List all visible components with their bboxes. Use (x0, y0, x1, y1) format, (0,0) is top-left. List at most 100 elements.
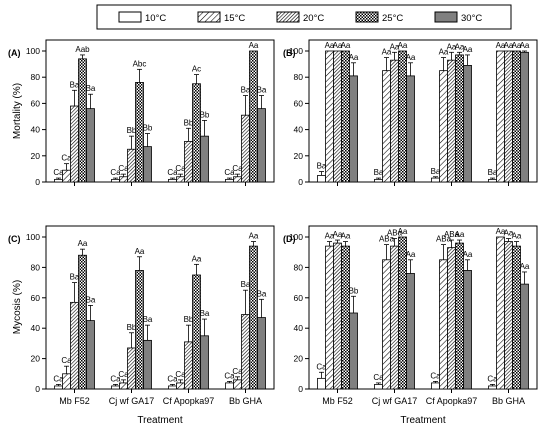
bar-annotation: Aa (463, 250, 473, 259)
bar-annotation: Ba (241, 280, 251, 289)
y-tick-label: 20 (294, 354, 304, 364)
y-tick-label: 100 (26, 232, 40, 242)
bar (341, 50, 350, 183)
bar-annotation: Ca (110, 168, 121, 177)
bar-annotation: Ba (200, 309, 210, 318)
bar (390, 59, 399, 183)
bar-annotation: Ca (53, 374, 64, 383)
bar (127, 347, 136, 390)
y-tick-label: 80 (294, 262, 304, 272)
bar-annotation: Ca (224, 371, 235, 380)
panel-b: (B) 020406080100BaAaAaAaAaBaAaAaAaAaBaAa… (283, 39, 538, 187)
bar (168, 178, 177, 183)
bar-annotation: Ca (175, 370, 186, 379)
bar-annotation: Bb (184, 118, 194, 127)
bar (390, 245, 399, 390)
y-tick-label: 100 (26, 46, 40, 56)
bar-annotation: Aa (341, 41, 351, 50)
bar-annotation: Aa (455, 230, 465, 239)
legend-swatch-10c (118, 11, 142, 23)
bar-annotation: Aa (192, 254, 202, 263)
bar-annotation: Aa (406, 53, 416, 62)
bar-annotation: Aa (520, 41, 530, 50)
bar-annotation: Aa (520, 262, 530, 271)
x-tick-label: Cj wf GA17 (109, 396, 155, 406)
bar (249, 245, 258, 390)
bar (192, 274, 201, 390)
bar (406, 273, 415, 390)
bar-annotation: Ca (61, 154, 72, 163)
bar-annotation: Ca (167, 168, 178, 177)
panel-b-label: (B) (283, 48, 296, 58)
y-tick-label: 80 (31, 72, 41, 82)
bar-annotation: ABa (444, 230, 460, 239)
bar (504, 50, 513, 183)
legend-swatch-25c (355, 11, 379, 23)
bar (398, 236, 407, 390)
legend-swatch-15c (197, 11, 221, 23)
bar-annotation: Bb (184, 315, 194, 324)
bar-annotation: Aa (390, 42, 400, 51)
y-tick-label: 100 (289, 46, 303, 56)
legend-swatch-30c (434, 11, 458, 23)
bar (119, 176, 128, 183)
bar (143, 146, 152, 183)
bar (176, 382, 185, 390)
bar (241, 114, 250, 183)
x-tick-label: Bb GHA (492, 396, 525, 406)
bar (520, 51, 529, 183)
bar (455, 242, 464, 390)
legend-label-10c: 10°C (145, 13, 166, 24)
bar-annotation: Ba (143, 315, 153, 324)
bar (463, 270, 472, 390)
panel-c-frame (45, 225, 275, 390)
bar-annotation: Bb (200, 110, 210, 119)
bar (374, 178, 383, 183)
bar (447, 59, 456, 183)
x-tick-label: Cf Apopka97 (163, 396, 215, 406)
bar (111, 385, 120, 390)
bar-annotation: Aa (398, 41, 408, 50)
bar-annotation: Aa (496, 41, 506, 50)
bar-annotation: Aa (447, 42, 457, 51)
y-tick-label: 80 (294, 72, 304, 82)
bar (382, 70, 391, 183)
bar-annotation: Aa (504, 229, 514, 238)
y-tick-label: 60 (31, 98, 41, 108)
bar-annotation: Aa (135, 247, 145, 256)
panel-d-label: (D) (283, 234, 296, 244)
legend-label-25c: 25°C (382, 13, 403, 24)
bar (62, 169, 71, 183)
y-tick-label: 0 (298, 177, 303, 187)
bar (504, 241, 513, 390)
bar (431, 177, 440, 183)
bar (184, 341, 193, 390)
bar (431, 382, 440, 390)
legend-label-30c: 30°C (461, 13, 482, 24)
bar-annotation: Abc (133, 59, 147, 68)
y-tick-label: 80 (31, 262, 41, 272)
bar-annotation: Ba (70, 273, 80, 282)
x-tick-label: Bb GHA (229, 396, 262, 406)
bar (488, 385, 497, 390)
bar (349, 75, 358, 183)
bar-annotation: Aa (325, 41, 335, 50)
bar-annotation: Ba (257, 86, 267, 95)
bar (119, 382, 128, 390)
bar-annotation: Ba (241, 86, 251, 95)
bar (496, 50, 505, 183)
panel-b-marks: 020406080100BaAaAaAaAaBaAaAaAaAaBaAaAaAa… (289, 41, 530, 187)
bar (496, 236, 505, 390)
y-tick-label: 60 (294, 293, 304, 303)
bar (333, 50, 342, 183)
bar (62, 373, 71, 390)
y-tick-label: 0 (298, 384, 303, 394)
bar-annotation: Aa (496, 227, 506, 236)
bar (78, 254, 87, 390)
bar-annotation: ABa (436, 235, 452, 244)
panel-c: (C) Mycosis (%) Treatment 0 20 40 60 80 100 Mb… (8, 225, 275, 426)
y-tick-label: 40 (294, 125, 304, 135)
panel-a-ylabel: Mortality (%) (12, 83, 23, 139)
bar (143, 339, 152, 390)
